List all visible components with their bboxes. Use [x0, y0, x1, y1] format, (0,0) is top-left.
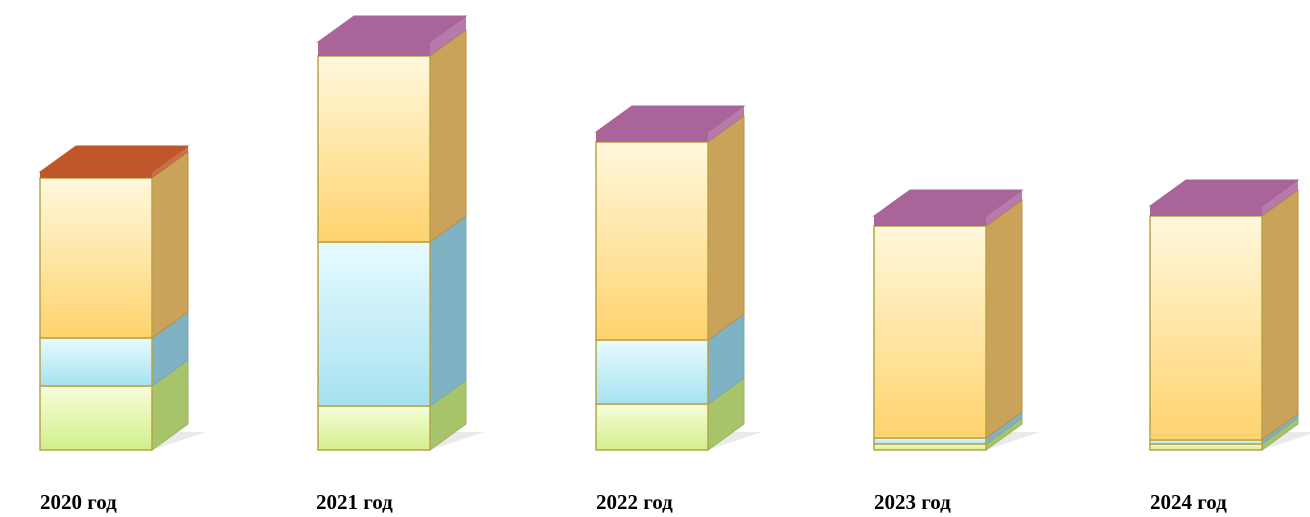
bar-segment [317, 55, 431, 243]
bar-segment [318, 42, 430, 56]
bar-segment-side [986, 190, 1022, 226]
bar-segment-side [708, 106, 744, 142]
x-tick-label: 2023 год [874, 490, 951, 514]
bar-segment [873, 443, 987, 451]
bar-segment-side [151, 151, 189, 339]
bar-segment [39, 385, 153, 451]
x-tick-label: 2024 год [1150, 490, 1227, 514]
bar-segment [595, 141, 709, 341]
bar-segment [874, 216, 986, 226]
bar-stack [316, 15, 468, 451]
bar-segment [1149, 443, 1263, 451]
bar-segment [317, 241, 431, 407]
bar-segment-side [152, 146, 188, 178]
bar-stack [1148, 179, 1300, 451]
bar-segment-side [985, 199, 1023, 439]
bar-segment-side [429, 215, 467, 407]
bar-segment-side [1262, 180, 1298, 216]
bar-top-face [872, 189, 1024, 217]
x-tick-label: 2021 год [316, 490, 393, 514]
bar-stack [38, 145, 190, 451]
bar-segment [873, 437, 987, 445]
bar-segment [40, 172, 152, 178]
bar-top-face [38, 145, 190, 173]
bar-stack [594, 105, 746, 451]
bar-segment [1149, 215, 1263, 441]
bar-top-face [316, 15, 468, 43]
bar-segment [1150, 206, 1262, 216]
bar-segment [595, 339, 709, 405]
bar-segment-side [707, 115, 745, 341]
bar-segment-side [1261, 189, 1299, 441]
bar-top-face [1148, 179, 1300, 207]
bar-stack [872, 189, 1024, 451]
bar-segment-side [430, 16, 466, 56]
bar-segment [39, 337, 153, 387]
bar-segment [595, 403, 709, 451]
bar-segment [873, 225, 987, 439]
bar-segment [596, 132, 708, 142]
bar-segment [317, 405, 431, 451]
bar-top-face [594, 105, 746, 133]
x-tick-label: 2022 год [596, 490, 673, 514]
bar-segment [39, 177, 153, 339]
x-tick-label: 2020 год [40, 490, 117, 514]
bar-segment-side [429, 29, 467, 243]
